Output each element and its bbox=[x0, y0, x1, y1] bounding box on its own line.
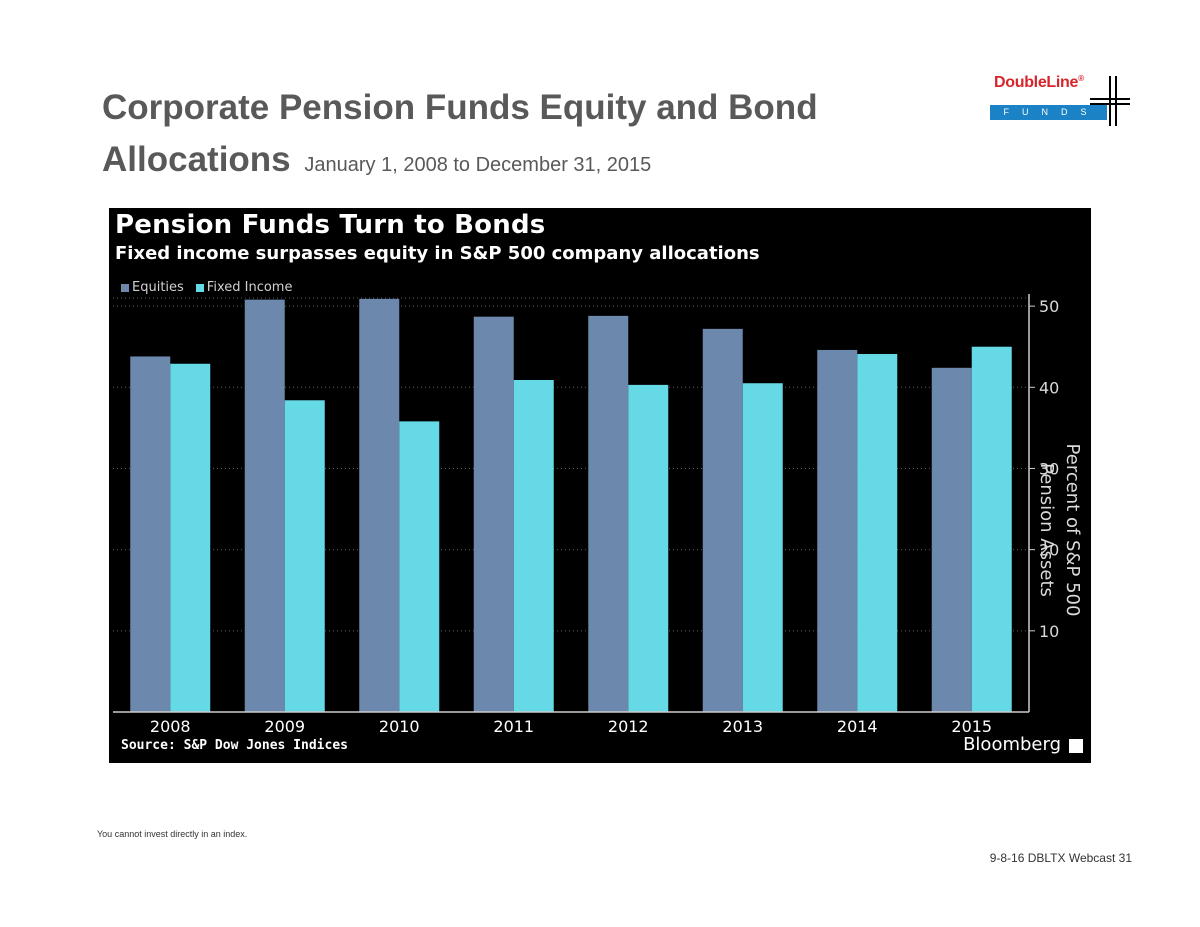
y-tick-label: 30 bbox=[1039, 459, 1059, 478]
legend-item-equities: Equities bbox=[121, 280, 184, 295]
chart-legend: Equities Fixed Income bbox=[121, 280, 292, 295]
page-reference: 9-8-16 DBLTX Webcast 31 bbox=[989, 851, 1132, 865]
bar-equities bbox=[702, 328, 743, 712]
bar-fixed-income bbox=[399, 421, 440, 712]
x-tick-label: 2011 bbox=[493, 717, 534, 736]
legend-swatch-fixed-income bbox=[195, 283, 204, 292]
x-tick-label: 2012 bbox=[608, 717, 649, 736]
y-axis-title: Percent of S&P 500 Pension Assets bbox=[1036, 443, 1083, 617]
logo-tagline: FUNDS bbox=[990, 105, 1107, 120]
legend-item-fixed-income: Fixed Income bbox=[195, 280, 293, 295]
x-tick-label: 2013 bbox=[722, 717, 763, 736]
bar-fixed-income bbox=[170, 363, 211, 712]
chart-panel: 10 20 30 40 50 2008 2009 2010 2011 2012 2013 2014 20… bbox=[109, 208, 1091, 763]
y-tick-label: 10 bbox=[1039, 622, 1059, 641]
bar-equities bbox=[244, 299, 285, 712]
logo-crosshair-line bbox=[1115, 76, 1117, 126]
bar-fixed-income bbox=[742, 383, 783, 712]
logo-crosshair-line bbox=[1090, 103, 1130, 105]
slide-title: Corporate Pension Funds Equity and Bond … bbox=[102, 82, 922, 191]
bar-equities bbox=[130, 356, 171, 712]
y-tick-label: 50 bbox=[1039, 297, 1059, 316]
slide-subtitle: January 1, 2008 to December 31, 2015 bbox=[304, 154, 652, 176]
x-tick-label: 2014 bbox=[837, 717, 878, 736]
logo-crosshair-line bbox=[1109, 76, 1111, 126]
legend-label-fixed-income: Fixed Income bbox=[206, 280, 293, 295]
x-tick-label: 2008 bbox=[150, 717, 191, 736]
bar-equities bbox=[931, 367, 972, 712]
bar-fixed-income bbox=[628, 384, 669, 712]
bar-fixed-income bbox=[971, 346, 1012, 712]
slide-title-text: Corporate Pension Funds Equity and Bond … bbox=[102, 88, 818, 179]
footnote: You cannot invest directly in an index. bbox=[97, 829, 248, 839]
bar-fixed-income bbox=[284, 400, 325, 712]
y-tick-label: 20 bbox=[1039, 541, 1059, 560]
legend-swatch-equities bbox=[121, 283, 129, 292]
bar-equities bbox=[359, 298, 400, 712]
x-tick-label: 2009 bbox=[264, 717, 305, 736]
bar-fixed-income bbox=[513, 379, 554, 712]
logo-wordmark: DoubleLine® bbox=[994, 74, 1084, 92]
bloomberg-badge-icon bbox=[1069, 739, 1083, 753]
chart-source: Source: S&P Dow Jones Indices bbox=[121, 738, 348, 753]
logo-crosshair-line bbox=[1090, 98, 1130, 100]
logo-registered-mark: ® bbox=[1078, 74, 1084, 83]
bar-equities bbox=[817, 349, 858, 712]
legend-label-equities: Equities bbox=[132, 280, 184, 295]
bar-fixed-income bbox=[857, 354, 898, 712]
chart-subtitle: Fixed income surpasses equity in S&P 500… bbox=[115, 243, 760, 264]
logo-wordmark-text: DoubleLine bbox=[994, 74, 1079, 91]
bar-chart: 10 20 30 40 50 2008 2009 2010 2011 2012 2013 2014 20… bbox=[113, 294, 1059, 736]
bar-equities bbox=[588, 315, 629, 712]
chart-title: Pension Funds Turn to Bonds bbox=[115, 210, 546, 240]
doubleline-logo: DoubleLine® FUNDS bbox=[990, 72, 1135, 128]
y-tick-label: 40 bbox=[1039, 378, 1059, 397]
x-tick-label: 2010 bbox=[379, 717, 420, 736]
bar-equities bbox=[473, 316, 514, 712]
x-tick-label: 2015 bbox=[951, 717, 992, 736]
bloomberg-brand: Bloomberg bbox=[963, 734, 1061, 755]
